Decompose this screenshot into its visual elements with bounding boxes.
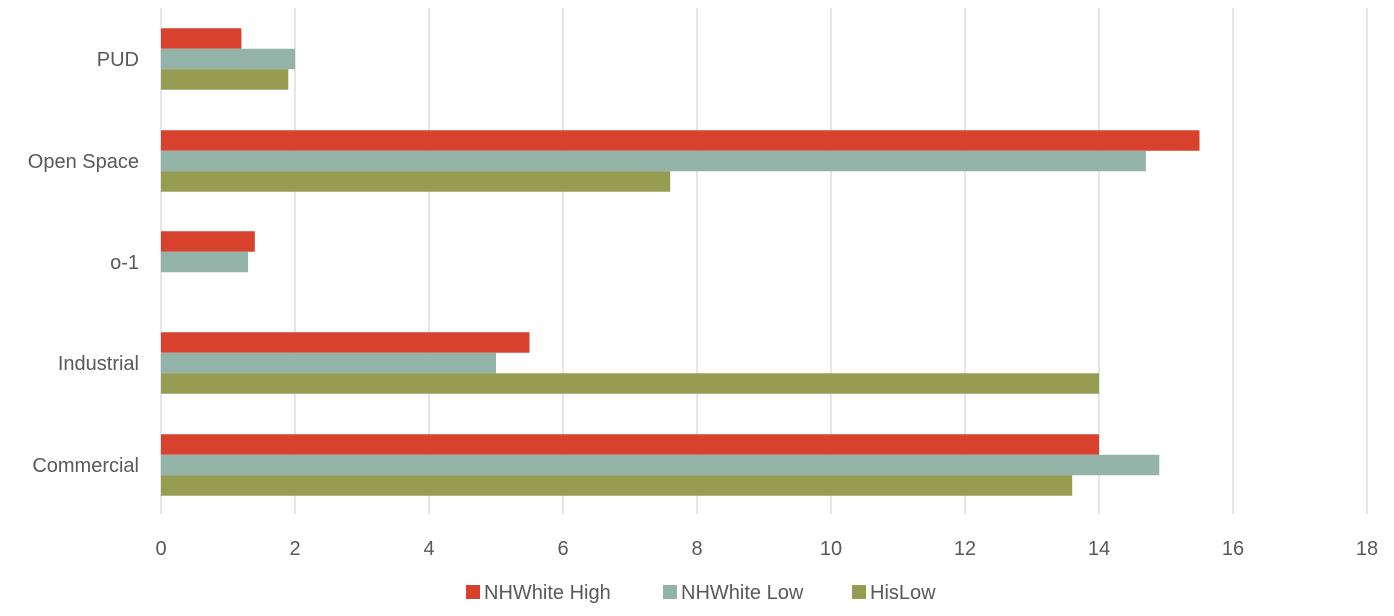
- legend-label: NHWhite Low: [681, 582, 804, 604]
- legend-swatch: [466, 585, 480, 599]
- x-tick-label: 2: [289, 538, 300, 560]
- x-tick-label: 10: [820, 538, 842, 560]
- bar-nhwhite-high-open-space: [161, 130, 1200, 151]
- bar-nhwhite-high-industrial: [161, 332, 530, 353]
- bar-nhwhite-low-open-space: [161, 150, 1146, 172]
- x-tick-label: 14: [1088, 538, 1110, 560]
- category-label: PUD: [97, 49, 139, 71]
- x-tick-label: 6: [557, 538, 568, 560]
- x-tick-label: 4: [423, 538, 434, 560]
- bar-nhwhite-high-commercial: [161, 434, 1099, 455]
- grid-lines: [160, 8, 1368, 514]
- category-label: Open Space: [28, 151, 139, 173]
- x-tick-label: 18: [1356, 538, 1378, 560]
- bar-nhwhite-low-pud: [161, 48, 295, 70]
- x-axis-tick-labels: 0 2 4 6 8 10 12 14 16 18: [155, 538, 1378, 560]
- bar-hislow-pud: [161, 69, 289, 90]
- x-tick-label: 12: [954, 538, 976, 560]
- category-label: o-1: [110, 252, 139, 274]
- category-label: Commercial: [32, 455, 139, 477]
- bar-hislow-industrial: [161, 373, 1099, 394]
- legend: NHWhite High NHWhite Low HisLow: [466, 582, 936, 604]
- bar-nhwhite-low-commercial: [161, 454, 1160, 476]
- legend-swatch: [852, 585, 866, 599]
- bars: [161, 28, 1200, 496]
- bar-nhwhite-high-o-1: [161, 231, 255, 252]
- legend-swatch: [663, 585, 677, 599]
- x-tick-label: 16: [1222, 538, 1244, 560]
- category-label: Industrial: [58, 353, 139, 375]
- bar-nhwhite-low-o-1: [161, 251, 249, 273]
- bar-nhwhite-high-pud: [161, 28, 242, 49]
- legend-label: HisLow: [870, 582, 936, 604]
- category-labels: PUD Open Space o-1 Industrial Commercial: [28, 49, 139, 477]
- legend-label: NHWhite High: [484, 582, 611, 604]
- bar-hislow-commercial: [161, 475, 1073, 496]
- bar-hislow-open-space: [161, 171, 671, 192]
- bar-nhwhite-low-industrial: [161, 352, 496, 374]
- x-tick-label: 0: [155, 538, 166, 560]
- x-tick-label: 8: [691, 538, 702, 560]
